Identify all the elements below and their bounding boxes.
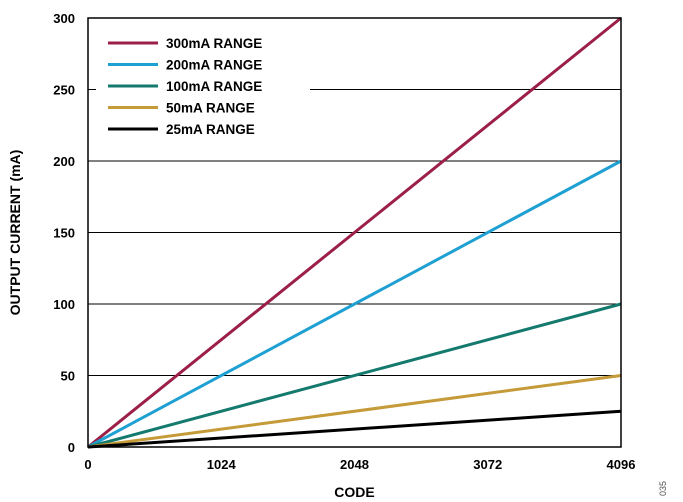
y-tick-labels: 0 50 100 150 200 250 300 [53, 11, 75, 455]
legend-label: 25mA RANGE [166, 122, 255, 137]
series-line [87, 302, 622, 449]
y-tick-label: 200 [53, 154, 75, 169]
series-lines [87, 16, 622, 449]
legend-label: 300mA RANGE [166, 36, 262, 51]
series-line [87, 374, 622, 449]
x-tick-label: 0 [84, 457, 91, 472]
plot-frame [87, 17, 622, 448]
legend: 300mA RANGE 200mA RANGE 100mA RANGE 50mA RA… [96, 26, 310, 150]
x-tick-labels: 0 1024 2048 3072 4096 [84, 457, 635, 472]
x-axis-label: CODE [334, 484, 374, 500]
y-tick-label: 100 [53, 297, 75, 312]
x-tick-label: 2048 [340, 457, 369, 472]
y-tick-label: 300 [53, 11, 75, 26]
y-tick-label: 150 [53, 226, 75, 241]
y-axis-label: OUTPUT CURRENT (mA) [7, 150, 23, 316]
legend-label: 50mA RANGE [166, 101, 255, 116]
series-line [87, 159, 622, 449]
figure-id: 035 [658, 481, 668, 496]
legend-label: 100mA RANGE [166, 79, 262, 94]
series-line [87, 16, 622, 449]
y-tick-label: 0 [68, 440, 75, 455]
x-tick-label: 1024 [207, 457, 237, 472]
series-line [87, 409, 622, 449]
x-tick-label: 3072 [473, 457, 502, 472]
legend-label: 200mA RANGE [166, 58, 262, 73]
y-tick-label: 50 [61, 369, 75, 384]
y-tick-label: 250 [53, 83, 75, 98]
x-tick-label: 4096 [607, 457, 636, 472]
